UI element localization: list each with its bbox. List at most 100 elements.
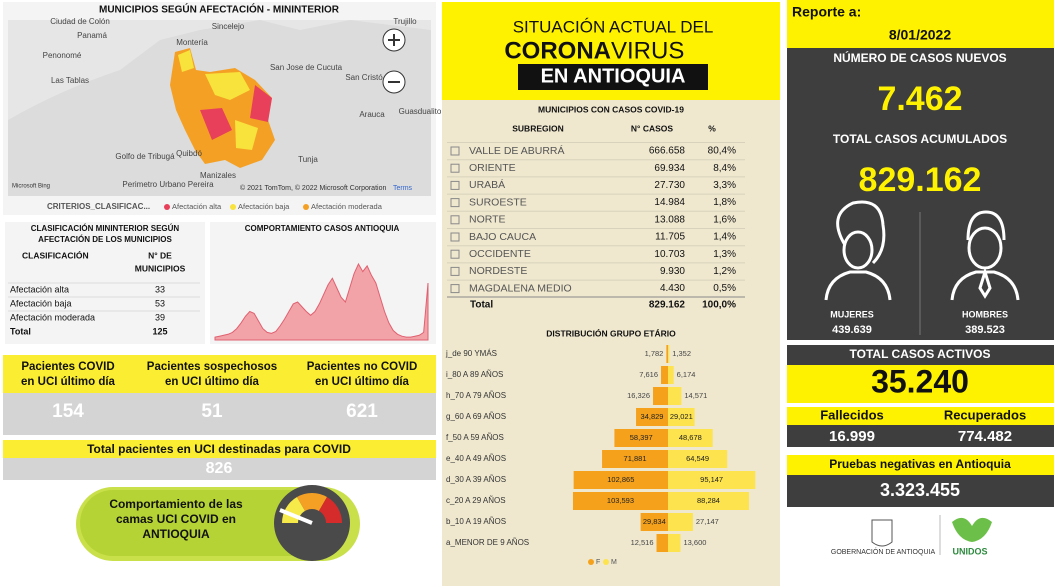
legend-swatch: [230, 204, 236, 210]
logo-unidos: [952, 517, 992, 542]
row-label: MAGDALENA MEDIO: [469, 282, 572, 294]
bar: [668, 492, 749, 510]
zoom-in[interactable]: [382, 28, 406, 52]
women-label: MUJERES: [830, 309, 874, 319]
bar-label: 58,397: [630, 433, 653, 442]
uci-total-value: 826: [206, 460, 233, 477]
expand-icon: [450, 284, 460, 294]
bar-label: 16,326: [627, 391, 650, 400]
map-zone: [178, 50, 194, 72]
column-header: MUNICIPIOS: [135, 263, 186, 273]
expand-icon: [450, 215, 460, 225]
bar-label: 88,284: [697, 496, 720, 505]
row-value: 27.730: [654, 180, 685, 191]
bar-label: 64,549: [686, 454, 709, 463]
recovered-label: Recuperados: [944, 407, 1026, 422]
bar: [668, 387, 682, 405]
logo-text: GOBERNACIÓN DE ANTIOQUIA: [831, 547, 936, 556]
bar-label: 27,147: [696, 517, 719, 526]
deaths-label: Fallecidos: [820, 407, 884, 422]
row-label: NORTE: [469, 214, 506, 226]
chart-title: COMPORTAMIENTO CASOS ANTIOQUIA: [245, 224, 400, 233]
new-cases-value: 7.462: [877, 80, 962, 118]
button-label: ANTIOQUIA: [142, 527, 210, 541]
row-percent: 1,8%: [713, 197, 736, 208]
bar-label: 95,147: [700, 475, 723, 484]
total-cases-label: TOTAL CASOS ACUMULADOS: [833, 132, 1007, 146]
outcomes-values: [787, 425, 1054, 447]
report-label: Reporte a:: [792, 4, 861, 20]
total-label: Total: [10, 326, 31, 336]
men-value: 389.523: [965, 324, 1005, 336]
age-label: i_80 A 89 AÑOS: [446, 370, 503, 379]
row-label: SUROESTE: [469, 196, 527, 208]
bar-label: 6,174: [677, 370, 696, 379]
legend-entry: Afectación baja: [238, 202, 290, 211]
row-value: 4.430: [660, 283, 685, 294]
row-label: VALLE DE ABURRÁ: [469, 144, 565, 157]
map-terms: Terms: [393, 185, 413, 192]
uci-button[interactable]: [76, 485, 360, 561]
uci-heading: en UCI último día: [315, 376, 410, 388]
row-percent: 1,3%: [713, 249, 736, 260]
uci-values: [3, 393, 436, 435]
row-label: Afectación baja: [10, 298, 72, 308]
age-label: a_MENOR DE 9 AÑOS: [446, 538, 529, 547]
legend-entry: Afectación alta: [172, 202, 222, 211]
row-value: 14.984: [654, 197, 685, 208]
map-place: Ciudad de Colón: [50, 17, 110, 26]
map-place: Sincelejo: [212, 22, 245, 31]
age-label: h_70 A 79 AÑOS: [446, 391, 506, 400]
row-label: URABÁ: [469, 178, 505, 191]
bar: [572, 492, 668, 510]
age-label: f_50 A 59 AÑOS: [446, 433, 504, 442]
uci-heading: Pacientes COVID: [21, 361, 114, 373]
bar-label: 12,516: [631, 538, 654, 547]
bar-label: 29,021: [670, 412, 693, 421]
bar-label: 71,881: [624, 454, 647, 463]
new-cases-label: NÚMERO DE CASOS NUEVOS: [833, 50, 1006, 65]
bar: [668, 471, 756, 489]
age-label: b_10 A 19 AÑOS: [446, 517, 506, 526]
map-place: Manizales: [200, 171, 236, 180]
map-zone: [200, 108, 232, 140]
trend-area: [214, 262, 429, 341]
bar: [636, 408, 668, 426]
uci-value: 51: [201, 401, 223, 422]
negative-label: Pruebas negativas en Antioquia: [829, 457, 1011, 471]
button-label: Comportamiento de las: [109, 497, 243, 511]
bar-label: 103,593: [607, 496, 634, 505]
uci-heading: en UCI último día: [165, 376, 260, 388]
age-label: d_30 A 39 AÑOS: [446, 475, 506, 484]
bar-label: 48,678: [679, 433, 702, 442]
negative-value: [787, 475, 1054, 507]
zoom-out[interactable]: [382, 70, 406, 94]
map-place: Montería: [176, 38, 208, 47]
active-value-box: [787, 365, 1054, 403]
map-place: Golfo de Tribugá: [115, 152, 175, 161]
map-attribution: Microsoft Bing: [12, 184, 50, 190]
column-header: %: [708, 123, 716, 133]
men-label: HOMBRES: [962, 309, 1008, 319]
bar: [573, 471, 668, 489]
column-header: SUBREGION: [512, 123, 563, 133]
bar: [661, 366, 668, 384]
logo-gobernacion: [871, 519, 893, 547]
column-header: CLASIFICACIÓN: [22, 249, 89, 260]
uci-total-value: [3, 458, 436, 480]
map-place: Guasdualito: [399, 107, 442, 116]
expand-icon: [450, 232, 460, 242]
bar-label: 14,571: [684, 391, 707, 400]
column-header: N° DE: [148, 250, 172, 260]
negative-heading: [787, 455, 1054, 475]
uci-heading: Pacientes no COVID: [307, 361, 418, 373]
active-label: TOTAL CASOS ACTIVOS: [850, 347, 991, 361]
row-percent: 1,2%: [713, 266, 736, 277]
report-date: 8/01/2022: [889, 27, 951, 43]
row-value: 69.934: [654, 163, 685, 174]
outcomes-heading: [787, 407, 1054, 425]
bar: [668, 408, 695, 426]
bar-label: 13,600: [683, 538, 706, 547]
map-title: MUNICIPIOS SEGÚN AFECTACIÓN - MININTERIO…: [99, 3, 340, 16]
